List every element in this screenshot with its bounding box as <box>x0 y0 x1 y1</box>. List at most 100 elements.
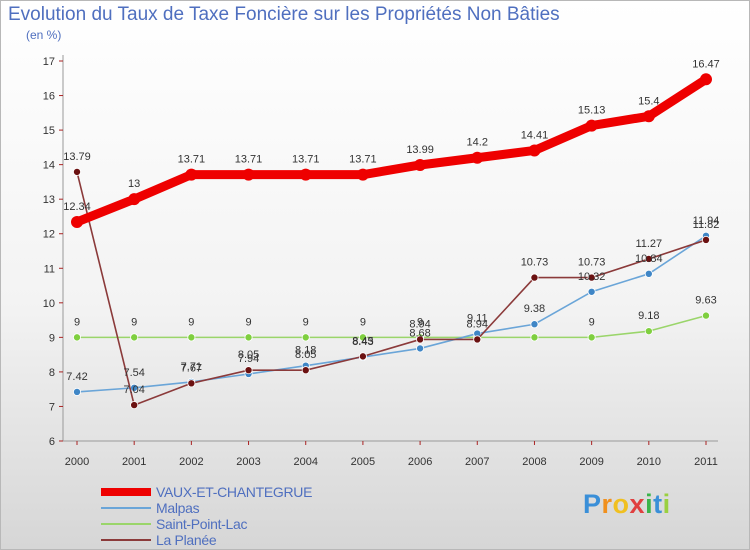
y-tick-label: 12 <box>43 229 55 241</box>
data-label: 9.63 <box>695 295 716 307</box>
data-label: 9 <box>188 316 194 328</box>
data-point <box>530 320 539 329</box>
data-point <box>700 73 712 86</box>
y-tick-label: 17 <box>43 56 55 68</box>
data-point <box>299 168 312 181</box>
data-point <box>416 344 425 353</box>
data-label: 13.71 <box>235 154 263 166</box>
legend-label: La Planée <box>156 532 217 548</box>
y-tick-label: 13 <box>43 194 55 206</box>
y-unit-label: (en %) <box>26 28 62 42</box>
y-tick-label: 10 <box>43 298 55 310</box>
data-label: 16.47 <box>692 58 720 70</box>
data-label: 7.67 <box>181 362 202 374</box>
data-point <box>244 333 253 342</box>
data-label: 13.71 <box>292 154 320 166</box>
legend-label: Malpas <box>156 500 200 516</box>
data-label: 11.27 <box>635 238 662 250</box>
x-tick-label: 2008 <box>522 456 546 468</box>
legend-swatch <box>101 488 151 496</box>
data-label: 8.18 <box>295 345 316 357</box>
data-point <box>242 168 255 181</box>
data-point <box>416 335 425 344</box>
y-tick-label: 14 <box>43 160 55 172</box>
x-tick-label: 2011 <box>694 456 718 468</box>
data-point <box>585 119 598 132</box>
series-line-0 <box>72 74 711 227</box>
series-line-2 <box>76 314 707 339</box>
data-point <box>358 333 367 342</box>
y-tick-label: 16 <box>43 91 55 103</box>
data-label: 13.99 <box>406 144 434 156</box>
logo-letter: i <box>645 489 654 519</box>
data-point <box>73 387 82 396</box>
data-point <box>702 311 711 320</box>
data-point <box>587 273 596 282</box>
data-label: 9.11 <box>467 313 488 325</box>
proxiti-logo: Proxiti <box>583 489 671 520</box>
data-label: 10.32 <box>578 271 606 283</box>
legend-item: VAUX-ET-CHANTEGRUE <box>101 484 361 500</box>
logo-letter: i <box>662 489 671 519</box>
data-point <box>530 333 539 342</box>
y-tick-label: 11 <box>44 263 55 275</box>
data-label: 8.45 <box>352 335 373 347</box>
data-label: 8.94 <box>467 318 488 330</box>
series-line-1 <box>76 235 707 393</box>
x-tick-label: 2007 <box>465 456 489 468</box>
data-point <box>73 167 82 176</box>
data-label: 13 <box>128 178 140 190</box>
chart-title: Evolution du Taux de Taxe Foncière sur l… <box>8 4 560 25</box>
x-tick-label: 2003 <box>236 456 260 468</box>
data-label: 8.05 <box>295 349 316 361</box>
data-point <box>644 254 653 263</box>
data-label: 8.43 <box>352 336 373 348</box>
data-point <box>301 333 310 342</box>
data-label: 13.71 <box>178 154 206 166</box>
y-tick-label: 9 <box>49 332 55 344</box>
data-label: 8.05 <box>238 349 259 361</box>
data-point <box>130 401 139 410</box>
data-label: 8.68 <box>409 327 430 339</box>
data-label: 10.84 <box>635 253 663 265</box>
data-point <box>587 333 596 342</box>
data-point <box>471 151 484 164</box>
data-label: 14.41 <box>521 129 549 141</box>
data-point <box>644 269 653 278</box>
x-tick-label: 2009 <box>579 456 603 468</box>
logo-letter: t <box>653 489 663 519</box>
x-tick-label: 2005 <box>351 456 375 468</box>
logo-letter: o <box>612 489 630 519</box>
x-tick-label: 2001 <box>122 456 146 468</box>
y-tick-label: 15 <box>43 125 55 137</box>
data-point <box>71 215 83 228</box>
data-label: 8.94 <box>409 318 430 330</box>
data-label: 9 <box>417 316 423 328</box>
legend-swatch <box>101 539 151 541</box>
logo-letter: r <box>601 489 613 519</box>
legend-item: Malpas <box>101 500 361 516</box>
data-label: 9 <box>589 316 595 328</box>
x-tick-label: 2010 <box>637 456 661 468</box>
data-point <box>530 273 539 282</box>
data-point <box>356 168 369 181</box>
data-label: 7.04 <box>123 384 144 396</box>
data-label: 9 <box>245 316 251 328</box>
x-tick-label: 2002 <box>179 456 203 468</box>
data-point <box>642 110 655 123</box>
data-point <box>244 366 253 375</box>
logo-letter: x <box>629 489 646 519</box>
y-tick-label: 6 <box>49 436 55 448</box>
data-point <box>358 352 367 361</box>
data-label: 9.38 <box>524 303 545 315</box>
x-tick-label: 2006 <box>408 456 432 468</box>
data-label: 11.82 <box>693 219 720 231</box>
series-line-3 <box>76 171 707 406</box>
data-label: 15.13 <box>578 105 606 117</box>
data-point <box>414 158 427 171</box>
logo-letter: P <box>583 489 602 519</box>
data-label: 10.73 <box>521 257 549 269</box>
data-point <box>301 366 310 375</box>
data-point <box>185 168 198 181</box>
